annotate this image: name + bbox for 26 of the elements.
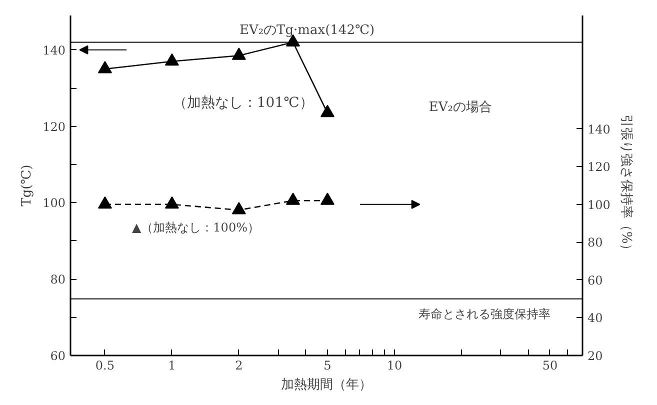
y2-tick-label: 80 (588, 236, 603, 250)
ref-line-label: EV₂のTg·max(142℃) (239, 23, 375, 38)
y2-tick-label: 120 (588, 160, 610, 174)
x-tick-label: 0.5 (95, 358, 115, 372)
y2-tick-label: 60 (588, 273, 603, 288)
y-tick-label: 100 (42, 196, 66, 210)
x-tick-label: 50 (542, 358, 558, 372)
annotation: ▲（加熱なし：100%） (132, 220, 260, 235)
x-tick-label: 2 (235, 358, 243, 372)
y2-axis-title: 引張り強さ保持率（%） (618, 114, 634, 257)
y2-tick-label: 20 (588, 349, 603, 363)
ref-line-label: 寿命とされる強度保持率 (418, 306, 551, 321)
x-tick-label: 10 (386, 358, 402, 372)
y2-tick-label: 40 (588, 311, 603, 326)
x-tick-label: 1 (168, 358, 176, 372)
annotation: （加熱なし：101℃） (172, 95, 314, 112)
y2-tick-label: 140 (588, 122, 610, 136)
x-axis-title: 加熱期間（年） (281, 378, 372, 392)
y-tick-label: 140 (42, 43, 66, 58)
x-tick-label: 5 (324, 358, 332, 372)
y-axis-title: Tg(℃) (20, 164, 35, 206)
y2-tick-label: 100 (588, 198, 610, 212)
annotation: EV₂の場合 (428, 100, 492, 115)
y-tick-label: 120 (42, 120, 66, 134)
y-tick-label: 60 (50, 349, 66, 363)
y-tick-label: 80 (50, 272, 66, 287)
